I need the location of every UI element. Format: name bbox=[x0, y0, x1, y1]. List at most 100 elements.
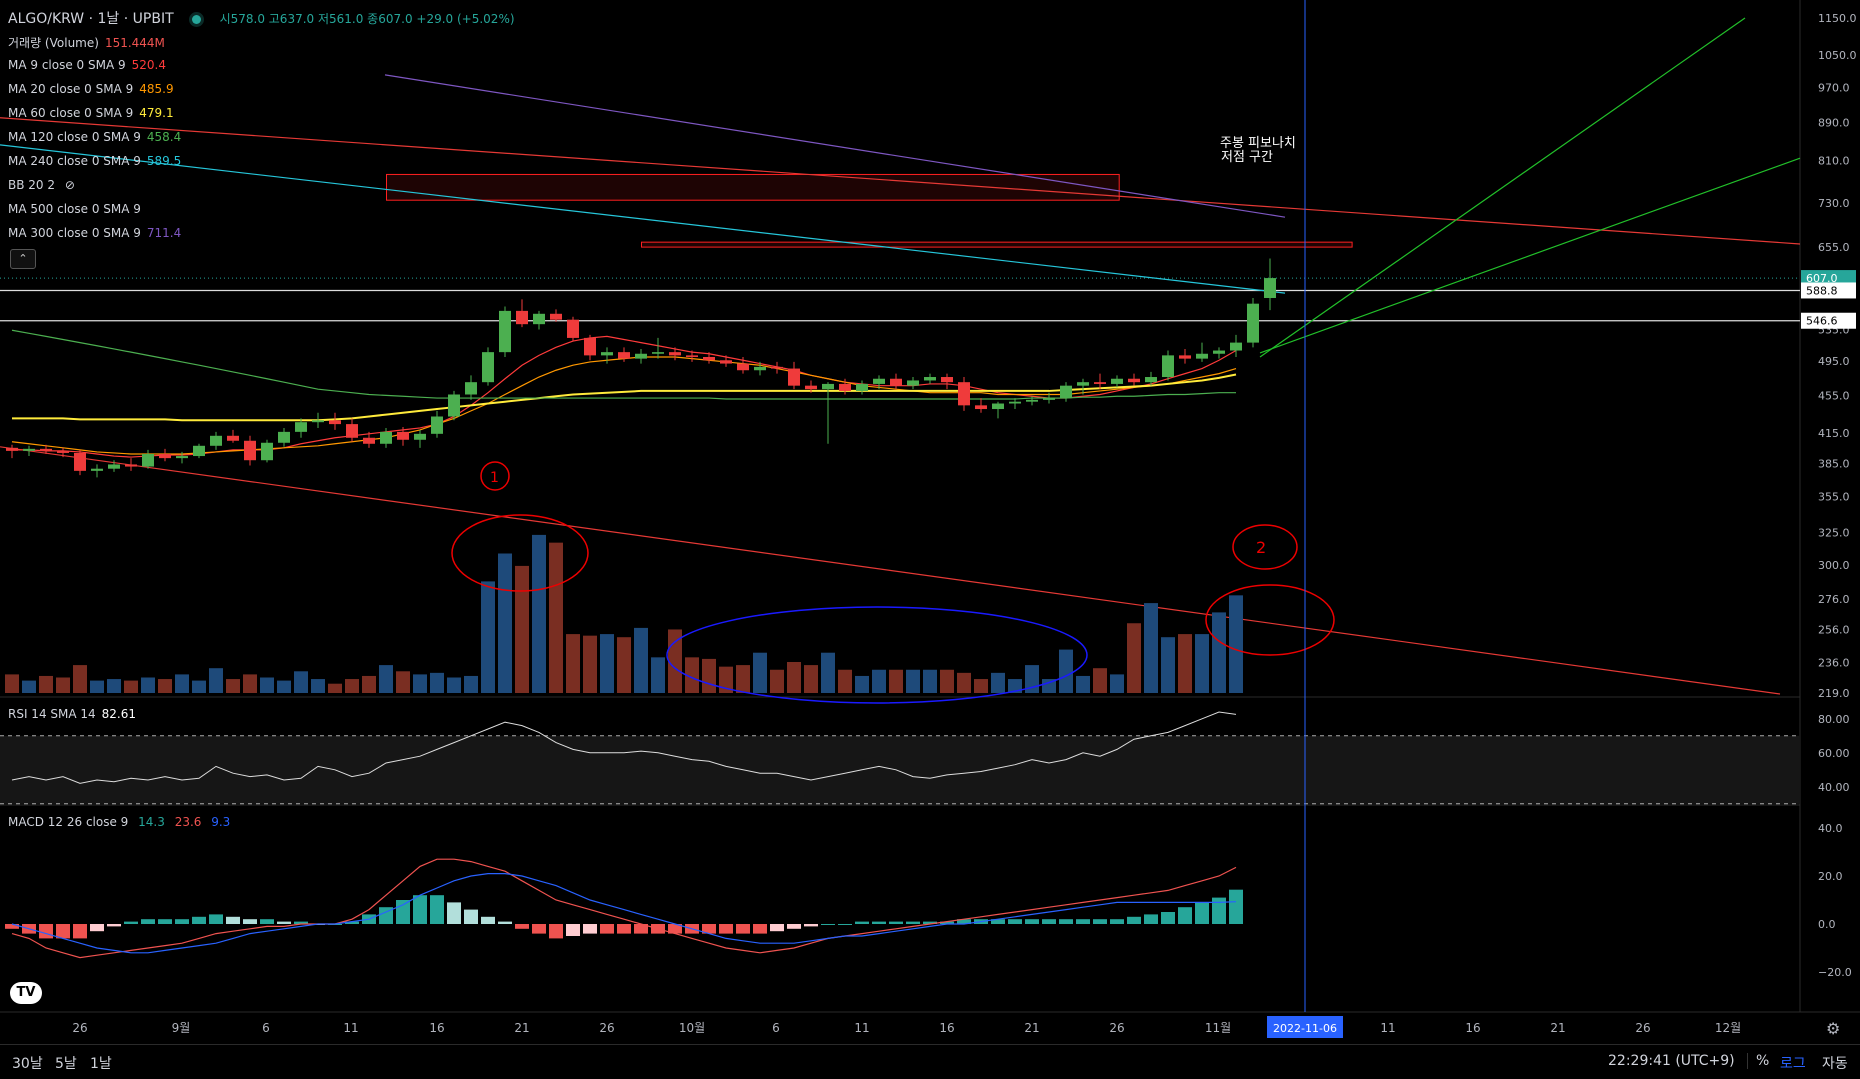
candle bbox=[618, 352, 630, 359]
price-tick-label: 219.0 bbox=[1818, 687, 1850, 700]
macd-hist-bar bbox=[209, 914, 223, 924]
range-1d-button[interactable]: 1날 bbox=[90, 1056, 112, 1072]
macd-hist-bar bbox=[634, 924, 648, 934]
macd-hist-bar bbox=[1110, 919, 1124, 924]
macd-hist-bar bbox=[821, 924, 835, 925]
candle bbox=[125, 464, 137, 467]
macd-hist-bar bbox=[804, 924, 818, 927]
volume-bar bbox=[192, 680, 206, 693]
legend-item[interactable]: MA 120 close 0 SMA 9 458.4 bbox=[8, 130, 182, 144]
macd-hist-bar bbox=[396, 900, 410, 924]
legend-item[interactable]: 거래량 (Volume) 151.444M bbox=[8, 36, 165, 50]
volume-bar bbox=[1144, 603, 1158, 693]
time-tick-label: 9월 bbox=[172, 1021, 191, 1035]
volume-bar bbox=[447, 677, 461, 693]
macd-tick-label: −20.0 bbox=[1818, 966, 1852, 979]
percent-toggle[interactable]: % bbox=[1747, 1053, 1769, 1069]
candle bbox=[1111, 378, 1123, 384]
volume-bar bbox=[736, 665, 750, 693]
clock[interactable]: 22:29:41 (UTC+9) bbox=[1608, 1053, 1735, 1069]
volume-bar bbox=[124, 680, 138, 693]
legend-item[interactable]: MA 300 close 0 SMA 9 711.4 bbox=[8, 226, 182, 240]
circle-markup bbox=[1232, 524, 1298, 570]
candle bbox=[601, 352, 613, 356]
candle bbox=[6, 447, 18, 451]
price-tick-label: 455.0 bbox=[1818, 389, 1850, 402]
time-tick-label: 16 bbox=[429, 1021, 444, 1035]
price-tick-label: 495.0 bbox=[1818, 355, 1850, 368]
macd-hist-bar bbox=[1195, 902, 1209, 924]
candle bbox=[57, 450, 69, 453]
macd-hist-bar bbox=[702, 924, 716, 934]
collapse-legend-button[interactable]: ⌃ bbox=[10, 249, 36, 269]
price-label-bg bbox=[1801, 282, 1856, 299]
volume-bar bbox=[600, 634, 614, 693]
symbol-header: ALGO/KRW · 1날 · UPBIT 시578.0 고637.0 저561… bbox=[8, 11, 515, 27]
ohlc-values: 시578.0 고637.0 저561.0 종607.0 +29.0 (+5.02… bbox=[219, 12, 515, 26]
interval[interactable]: 1날 bbox=[97, 11, 120, 27]
current-date-badge bbox=[1267, 1016, 1343, 1038]
macd-line bbox=[11, 858, 1237, 959]
macd-hist-bar bbox=[549, 924, 563, 939]
legend-item[interactable]: MA 9 close 0 SMA 9 520.4 bbox=[8, 58, 166, 72]
signal-line bbox=[11, 872, 1237, 954]
legend-item[interactable]: BB 20 2 ⊘ bbox=[8, 178, 75, 192]
volume-bar bbox=[515, 565, 529, 693]
volume-bar bbox=[991, 672, 1005, 693]
volume-bar bbox=[73, 665, 87, 693]
volume-bar bbox=[1076, 675, 1090, 693]
log-toggle[interactable]: 로그 bbox=[1780, 1056, 1806, 1072]
macd-hist-bar bbox=[532, 924, 546, 934]
candle bbox=[703, 357, 715, 361]
volume-bar bbox=[1059, 649, 1073, 693]
candle bbox=[1196, 353, 1208, 359]
macd-hist-bar bbox=[600, 924, 614, 934]
volume-bar bbox=[294, 671, 308, 693]
settings-gear-icon[interactable]: ⚙ bbox=[1826, 1019, 1840, 1038]
candle bbox=[397, 431, 409, 440]
candle bbox=[448, 394, 460, 417]
macd-hist-bar bbox=[413, 895, 427, 924]
hidden-eye-icon[interactable]: ⊘ bbox=[61, 178, 75, 192]
volume-bar bbox=[90, 680, 104, 693]
macd-legend: MACD 12 26 close 9 14.3 23.6 9.3 bbox=[8, 815, 231, 829]
candle bbox=[771, 366, 783, 369]
volume-bar bbox=[838, 669, 852, 693]
volume-bar bbox=[549, 542, 563, 693]
range-30d-button[interactable]: 30날 bbox=[12, 1056, 43, 1072]
chart-canvas[interactable]: 1150.01050.0970.0890.0810.0730.0655.0595… bbox=[0, 0, 1860, 1044]
candle bbox=[1230, 342, 1242, 351]
macd-hist-bar bbox=[583, 924, 597, 934]
ma240-line bbox=[0, 144, 1286, 294]
macd-hist-bar bbox=[923, 921, 937, 924]
macd-hist-bar bbox=[770, 924, 784, 932]
symbol-name[interactable]: ALGO/KRW bbox=[8, 11, 85, 27]
price-tick-label: 655.0 bbox=[1818, 241, 1850, 254]
legend-item[interactable]: MA 240 close 0 SMA 9 589.5 bbox=[8, 154, 182, 168]
range-5d-button[interactable]: 5날 bbox=[55, 1056, 77, 1072]
candle bbox=[958, 382, 970, 406]
macd-hist-bar bbox=[447, 902, 461, 924]
tradingview-logo-icon[interactable]: TV bbox=[10, 982, 42, 1004]
rsi-tick-label: 80.00 bbox=[1818, 713, 1850, 726]
candle bbox=[635, 353, 647, 359]
macd-hist-bar bbox=[1076, 919, 1090, 924]
legend-item[interactable]: MA 20 close 0 SMA 9 485.9 bbox=[8, 82, 174, 96]
legend-item[interactable]: MA 500 close 0 SMA 9 bbox=[8, 202, 141, 216]
annotation-fib-label[interactable]: 주봉 피보나치 저점 구간 bbox=[1220, 136, 1296, 165]
candle bbox=[652, 352, 664, 354]
price-tick-label: 890.0 bbox=[1818, 116, 1850, 129]
candle bbox=[975, 405, 987, 410]
candle bbox=[550, 313, 562, 320]
macd-hist-bar bbox=[294, 921, 308, 924]
time-tick-label: 6 bbox=[262, 1021, 270, 1035]
macd-hist-bar bbox=[175, 919, 189, 924]
ma60-line bbox=[12, 373, 1237, 422]
volume-bar bbox=[719, 666, 733, 693]
macd-hist-bar bbox=[430, 895, 444, 924]
rsi-band bbox=[0, 735, 1800, 804]
macd-hist-bar bbox=[141, 919, 155, 924]
legend-item[interactable]: MA 60 close 0 SMA 9 479.1 bbox=[8, 106, 174, 120]
price-tick-label: 1050.0 bbox=[1818, 49, 1857, 62]
auto-toggle[interactable]: 자동 bbox=[1822, 1056, 1848, 1072]
